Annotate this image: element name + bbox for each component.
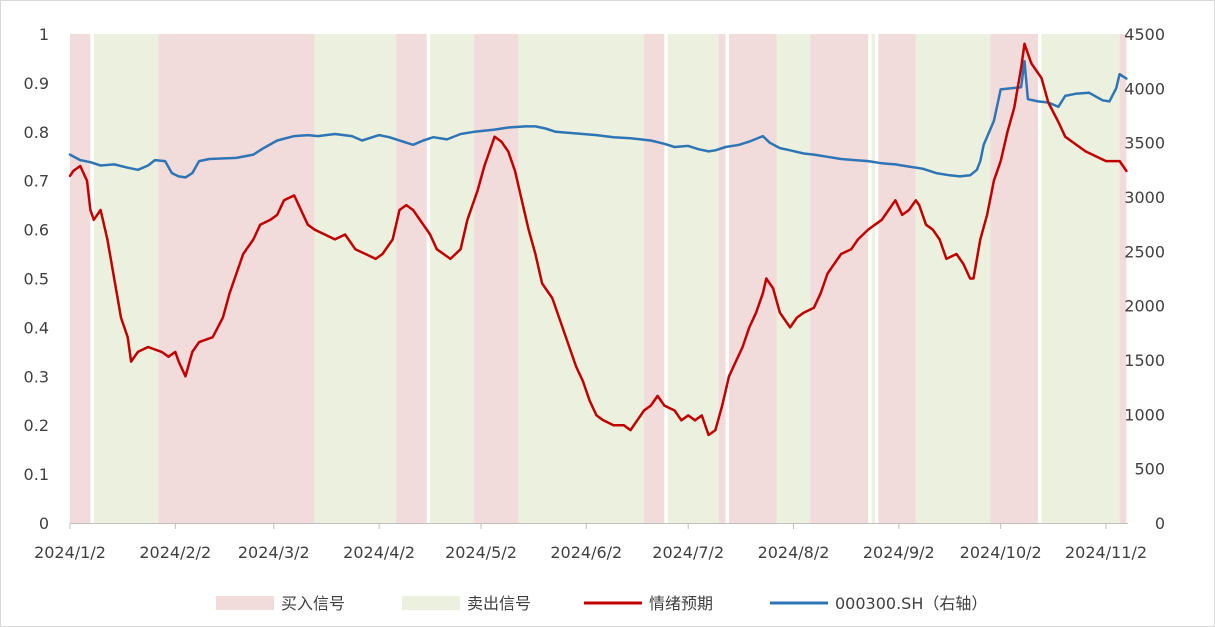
buy-signal-band-6 (474, 34, 519, 523)
y-left-tick-label-7: 0.7 (24, 172, 49, 191)
axes: 2024/1/2 2024/2/2 2024/3/2 2024/4/2 2024/5/2… (24, 25, 1165, 562)
y-left-tick-label-6: 0.6 (24, 221, 49, 240)
legend-label-3: 000300.SH（右轴） (835, 594, 987, 613)
x-tick-label-10: 2024/11/2 (1065, 543, 1147, 562)
y-right-tick-label-9: 4500 (1124, 25, 1165, 44)
sell-signal-band-14 (871, 34, 875, 523)
x-tick-label-1: 2024/2/2 (139, 543, 211, 562)
y-left-tick-label-9: 0.9 (24, 74, 49, 93)
buy-signal-band-11 (729, 34, 777, 523)
sell-signal-band-3 (314, 34, 397, 523)
legend-item-3: 000300.SH（右轴） (770, 594, 987, 613)
buy-signal-band-10 (718, 34, 726, 523)
y-right-tick-label-8: 4000 (1124, 79, 1165, 98)
legend: 买入信号 卖出信号 情绪预期 000300.SH（右轴） (216, 594, 987, 613)
buy-signal-band-0 (70, 34, 91, 523)
y-left-tick-label-0: 0 (39, 514, 49, 533)
legend-label-0: 买入信号 (281, 594, 345, 613)
index-000300-line (68, 59, 1128, 179)
sell-signal-band-18 (1041, 34, 1120, 523)
y-left-tick-label-3: 0.3 (24, 367, 49, 386)
x-tick-label-4: 2024/5/2 (445, 543, 517, 562)
buy-signal-band-4 (396, 34, 427, 523)
y-left-tick-label-2: 0.2 (24, 416, 49, 435)
y-right-tick-label-3: 1500 (1124, 351, 1165, 370)
sell-signal-band-12 (776, 34, 811, 523)
buy-signal-band-2 (158, 34, 315, 523)
buy-signal-band-13 (810, 34, 869, 523)
x-tick-label-9: 2024/10/2 (960, 543, 1042, 562)
x-tick-label-2: 2024/3/2 (238, 543, 310, 562)
legend-item-0: 买入信号 (216, 594, 345, 613)
x-tick-label-8: 2024/9/2 (863, 543, 935, 562)
x-tick-label-6: 2024/7/2 (652, 543, 724, 562)
x-tick-label-7: 2024/8/2 (758, 543, 830, 562)
y-right-tick-label-5: 2500 (1124, 242, 1165, 261)
legend-swatch-1 (402, 596, 460, 610)
x-tick-label-0: 2024/1/2 (34, 543, 106, 562)
sell-signal-band-16 (915, 34, 991, 523)
sentiment-line (68, 42, 1128, 437)
y-left-tick-label-5: 0.5 (24, 270, 49, 289)
series-lines (68, 42, 1128, 437)
buy-signal-band-19 (1119, 34, 1127, 523)
y-right-tick-label-2: 1000 (1124, 405, 1165, 424)
legend-label-2: 情绪预期 (649, 594, 713, 613)
legend-item-1: 卖出信号 (402, 594, 531, 613)
y-right-tick-label-6: 3000 (1124, 188, 1165, 207)
signal-bands (70, 34, 1127, 523)
y-right-tick-label-7: 3500 (1124, 134, 1165, 153)
legend-item-2: 情绪预期 (584, 594, 713, 613)
y-left-tick-label-8: 0.8 (24, 123, 49, 142)
x-tick-label-5: 2024/6/2 (550, 543, 622, 562)
y-left-tick-label-4: 0.4 (24, 318, 49, 337)
y-left-tick-label-10: 1 (39, 25, 49, 44)
buy-signal-band-17 (990, 34, 1039, 523)
legend-label-1: 卖出信号 (467, 594, 531, 613)
sell-signal-band-1 (93, 34, 159, 523)
y-right-tick-label-1: 500 (1134, 460, 1165, 479)
y-right-tick-label-0: 0 (1155, 514, 1165, 533)
legend-swatch-0 (216, 596, 274, 610)
x-tick-label-3: 2024/4/2 (343, 543, 415, 562)
y-left-tick-label-1: 0.1 (24, 465, 49, 484)
sell-signal-band-5 (430, 34, 475, 523)
y-right-tick-label-4: 2000 (1124, 297, 1165, 316)
sell-signal-band-7 (518, 34, 645, 523)
buy-signal-band-8 (644, 34, 665, 523)
sell-signal-band-9 (667, 34, 719, 523)
buy-signal-band-15 (878, 34, 916, 523)
